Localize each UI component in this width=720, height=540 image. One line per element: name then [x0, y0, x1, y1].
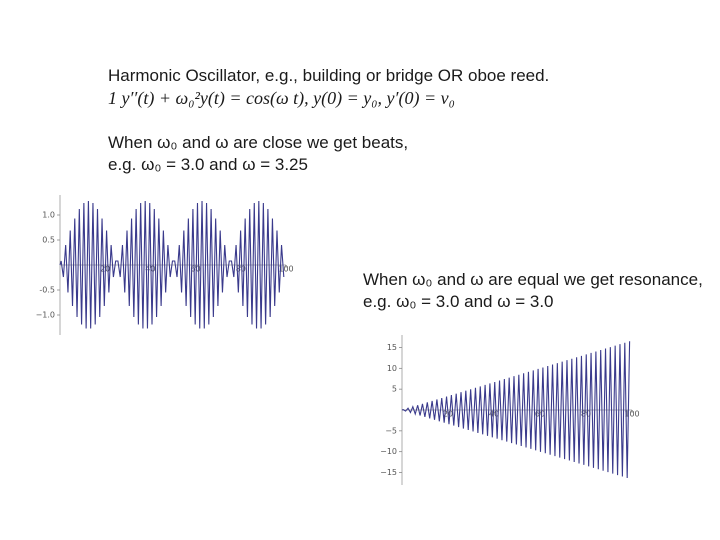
x-tick-label: 40: [145, 265, 155, 274]
y-tick-label: −10: [380, 447, 397, 456]
y-tick-label: −15: [380, 468, 397, 477]
y-tick-label: 10: [387, 364, 397, 373]
x-tick-label: 100: [624, 410, 639, 419]
resonance-text: When ω₀ and ω are equal we get resonance…: [363, 270, 703, 289]
x-tick-label: 60: [191, 265, 201, 274]
curve: [401, 341, 631, 479]
slide-title: Harmonic Oscillator, e.g., building or b…: [108, 66, 549, 85]
x-tick-label: 60: [535, 410, 545, 419]
beats-text: e.g. ω₀ = 3.0 and ω = 3.25: [108, 155, 308, 174]
curve: [59, 200, 285, 329]
y-tick-label: 5: [392, 385, 397, 394]
equation: 1 y′′(t) + ω₀²y(t) = cos(ω t), y(0) = y₀…: [108, 88, 455, 109]
y-tick-label: 0.5: [42, 236, 55, 245]
y-tick-label: −1.0: [36, 311, 55, 320]
resonance-text: e.g. ω₀ = 3.0 and ω = 3.0: [363, 292, 554, 311]
x-tick-label: 80: [236, 265, 246, 274]
y-tick-label: -0.5: [39, 286, 55, 295]
y-tick-label: 1.0: [42, 211, 55, 220]
x-tick-label: 80: [581, 410, 591, 419]
beats-text: When ω₀ and ω are close we get beats,: [108, 133, 408, 152]
x-tick-label: 100: [278, 265, 293, 274]
y-tick-label: −5: [385, 426, 397, 435]
x-tick-label: 40: [489, 410, 499, 419]
y-tick-label: 15: [387, 343, 397, 352]
